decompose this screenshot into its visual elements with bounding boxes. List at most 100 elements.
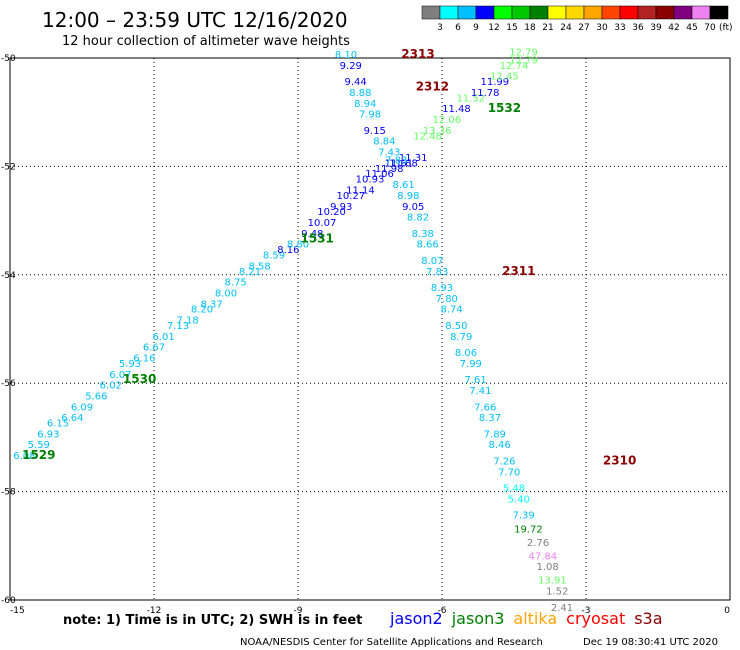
colorbar-label: 12 — [488, 23, 499, 33]
swh-point-label: 11.52 — [456, 93, 485, 104]
pass-number-label: 2313 — [401, 47, 434, 61]
y-tick-label: -58 — [1, 488, 16, 498]
swh-point-label: 2.76 — [527, 538, 549, 549]
swh-point-label: 11.98 — [375, 164, 404, 175]
swh-point-label: 9.93 — [330, 202, 352, 213]
swh-point-label: 13.91 — [538, 576, 567, 587]
swh-point-label: 1.08 — [536, 562, 558, 573]
swh-point-label: 5.59 — [28, 440, 50, 451]
swh-point-label: 9.15 — [364, 126, 386, 137]
colorbar-label: 6 — [455, 23, 461, 33]
x-tick-label: -15 — [10, 606, 25, 616]
swh-point-label: 8.98 — [397, 191, 419, 202]
swh-point-label: 7.61 — [464, 375, 486, 386]
colorbar-swatch — [583, 5, 603, 20]
y-tick-label: -60 — [1, 596, 16, 606]
swh-point-label: 12.06 — [432, 115, 461, 126]
swh-point-label: 10.07 — [308, 218, 337, 229]
footer-note: note: 1) Time is in UTC; 2) SWH is in fe… — [63, 613, 362, 628]
colorbar-swatch — [655, 5, 675, 20]
swh-point-label: 7.98 — [359, 110, 381, 121]
plot-border — [9, 57, 731, 601]
colorbar-label: 42 — [668, 23, 679, 33]
satellite-legend-item: s3a — [634, 609, 662, 628]
swh-point-label: 47.84 — [528, 551, 557, 562]
swh-point-label: 10.20 — [317, 207, 346, 218]
swh-point-label: 6.64 — [61, 413, 83, 424]
swh-point-label: 8.37 — [479, 413, 501, 424]
swh-point-label: 11.78 — [471, 88, 500, 99]
swh-point-label: 7.70 — [498, 467, 520, 478]
x-tick-label: -12 — [147, 606, 162, 616]
swh-point-label: 11.48 — [442, 104, 471, 115]
swh-point-label: 13.36 — [423, 126, 452, 137]
swh-point-label: 8.46 — [488, 440, 510, 451]
x-tick-label: -9 — [294, 606, 303, 616]
colorbar-swatch — [475, 5, 495, 20]
colorbar-swatch — [547, 5, 567, 20]
swh-point-label: 7.66 — [474, 402, 496, 413]
colorbar-swatch — [511, 5, 531, 20]
swh-point-label: 8.66 — [416, 240, 438, 251]
swh-point-label: 8.07 — [421, 256, 443, 267]
y-tick-label: -50 — [1, 54, 16, 64]
satellite-legend: jason2 jason3 altika cryosat s3a — [389, 609, 663, 628]
swh-point-label: 8.38 — [412, 229, 434, 240]
colorbar-swatch — [529, 5, 549, 20]
swh-point-label: 9.48 — [301, 229, 323, 240]
pass-labels: 1529 1530 1531 1532 2313 2312 2311 2310 — [22, 47, 636, 468]
swh-point-label: 2.41 — [551, 603, 573, 614]
x-tick-label: 0 — [724, 606, 730, 616]
swh-point-label: 5.93 — [119, 359, 141, 370]
swh-point-label: 6.02 — [100, 381, 122, 392]
grid-lines — [10, 58, 730, 600]
y-tick-label: -56 — [1, 379, 16, 389]
swh-point-label: 10.93 — [356, 175, 385, 186]
swh-point-label: 12.79 — [509, 47, 538, 58]
chart-subtitle: 12 hour collection of altimeter wave hei… — [62, 34, 350, 49]
colorbar-label: 21 — [542, 23, 553, 33]
colorbar-label: 3 — [437, 23, 443, 33]
swh-point-label: 11.99 — [480, 77, 509, 88]
swh-point-label: 7.99 — [460, 359, 482, 370]
x-tick-label: -3 — [582, 606, 591, 616]
swh-point-label: 7.13 — [167, 321, 189, 332]
colorbar-legend: 3 6 9 12 15 18 21 24 27 30 33 36 39 42 45 70 (ft) — [421, 5, 733, 33]
satellite-legend-item: jason2 — [389, 609, 443, 628]
colorbar-swatch — [421, 5, 441, 20]
footer-credit: NOAA/NESDIS Center for Satellite Applica… — [240, 637, 543, 648]
swh-point-label: 8.59 — [263, 251, 285, 262]
swh-point-label: 7.39 — [512, 511, 534, 522]
colorbar-swatch — [601, 5, 621, 20]
swh-point-label: 7.43 — [378, 148, 400, 159]
swh-point-label: 5.66 — [85, 391, 107, 402]
swh-point-label: 8.16 — [277, 245, 299, 256]
swh-point-label: 8.74 — [440, 305, 462, 316]
pass-number-label: 1529 — [22, 448, 55, 462]
chart-title: 12:00 – 23:59 UTC 12/16/2020 — [42, 8, 348, 32]
swh-point-label: 12.45 — [490, 72, 519, 83]
colorbar-swatch — [493, 5, 513, 20]
swh-point-label: 7.80 — [436, 294, 458, 305]
swh-point-label: 8.79 — [450, 332, 472, 343]
swh-point-label: 7.41 — [469, 386, 491, 397]
swh-point-label: 6.01 — [152, 332, 174, 343]
swh-point-label: 12.74 — [500, 61, 529, 72]
colorbar-label: 70 — [704, 23, 716, 33]
pass-number-label: 2312 — [416, 80, 449, 94]
colorbar-label: 9 — [473, 23, 479, 33]
swh-point-label: 8.50 — [445, 321, 467, 332]
satellite-legend-item: altika — [513, 609, 557, 628]
swh-point-label: 8.82 — [407, 213, 429, 224]
swh-point-label: 8.88 — [349, 88, 371, 99]
swh-point-label: 7.26 — [493, 457, 515, 468]
swh-point-label: 7.83 — [385, 156, 407, 167]
swh-point-label: 9.44 — [344, 77, 366, 88]
swh-point-label: 11.31 — [399, 153, 428, 164]
swh-point-label: 8.00 — [215, 288, 237, 299]
swh-point-label: 8.61 — [392, 180, 414, 191]
swh-point-label: 8.93 — [431, 283, 453, 294]
pass-number-label: 1531 — [300, 231, 333, 245]
y-tick-label: -54 — [1, 271, 16, 281]
pass-number-label: 2311 — [502, 264, 535, 278]
